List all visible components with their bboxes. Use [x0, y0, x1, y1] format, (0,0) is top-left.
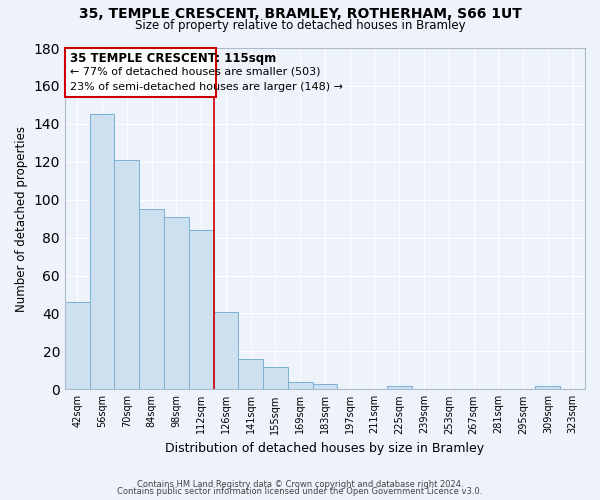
- Bar: [238, 359, 263, 390]
- Y-axis label: Number of detached properties: Number of detached properties: [15, 126, 28, 312]
- Bar: [313, 384, 337, 390]
- Bar: [115, 160, 139, 390]
- Text: 35, TEMPLE CRESCENT, BRAMLEY, ROTHERHAM, S66 1UT: 35, TEMPLE CRESCENT, BRAMLEY, ROTHERHAM,…: [79, 8, 521, 22]
- Bar: [387, 386, 412, 390]
- Bar: [263, 366, 288, 390]
- FancyBboxPatch shape: [65, 48, 216, 98]
- Text: 23% of semi-detached houses are larger (148) →: 23% of semi-detached houses are larger (…: [70, 82, 343, 92]
- X-axis label: Distribution of detached houses by size in Bramley: Distribution of detached houses by size …: [166, 442, 485, 455]
- Text: 35 TEMPLE CRESCENT: 115sqm: 35 TEMPLE CRESCENT: 115sqm: [70, 52, 276, 65]
- Text: Contains public sector information licensed under the Open Government Licence v3: Contains public sector information licen…: [118, 487, 482, 496]
- Text: ← 77% of detached houses are smaller (503): ← 77% of detached houses are smaller (50…: [70, 67, 320, 77]
- Bar: [139, 209, 164, 390]
- Bar: [89, 114, 115, 390]
- Bar: [214, 312, 238, 390]
- Text: Size of property relative to detached houses in Bramley: Size of property relative to detached ho…: [134, 19, 466, 32]
- Bar: [189, 230, 214, 390]
- Bar: [535, 386, 560, 390]
- Bar: [65, 302, 89, 390]
- Text: Contains HM Land Registry data © Crown copyright and database right 2024.: Contains HM Land Registry data © Crown c…: [137, 480, 463, 489]
- Bar: [164, 217, 189, 390]
- Bar: [288, 382, 313, 390]
